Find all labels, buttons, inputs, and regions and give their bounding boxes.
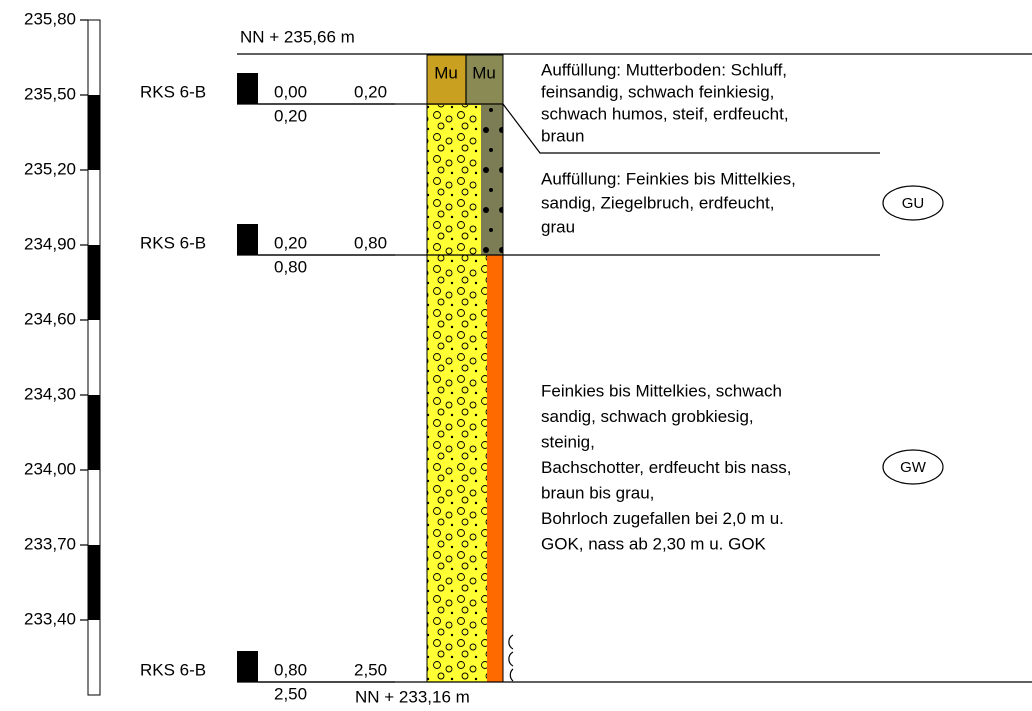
axis-label: 234,60 — [24, 309, 76, 328]
sample-marker — [237, 73, 258, 104]
sample-to: 0,80 — [354, 233, 387, 252]
axis: 235,80 235,50 235,20 234,90 234,60 234,30 234,… — [24, 9, 88, 628]
layer-description: grau — [541, 217, 575, 236]
layer-description: Feinkies bis Mittelkies, schwach — [541, 381, 782, 400]
sample-marker — [237, 651, 258, 682]
bottom-elevation: NN + 233,16 m — [355, 687, 470, 706]
sample-to: 0,20 — [354, 82, 387, 101]
sample-depth: 0,20 — [274, 106, 307, 125]
sample-marker — [237, 224, 258, 255]
sample-to: 2,50 — [354, 660, 387, 679]
layer-description: schwach humos, steif, erdfeucht, — [541, 104, 789, 123]
sample-depth: 2,50 — [274, 684, 307, 703]
samples: RKS 6-B 0,00 0,20 0,20 RKS 6-B 0,20 0,80 0,80 RK… — [140, 73, 395, 703]
sample-from: 0,80 — [274, 660, 307, 679]
water-symbol — [509, 635, 513, 681]
group-label: GU — [902, 195, 925, 212]
sample-name: RKS 6-B — [140, 660, 206, 679]
axis-label: 234,30 — [24, 384, 76, 403]
layer-description: GOK, nass ab 2,30 m u. GOK — [541, 534, 767, 553]
axis-label: 234,00 — [24, 459, 76, 478]
top-elevation: NN + 235,66 m — [240, 27, 355, 46]
layer-description: Auffüllung: Feinkies bis Mittelkies, — [541, 169, 796, 188]
axis-label: 234,90 — [24, 234, 76, 253]
sample-depth: 0,80 — [274, 257, 307, 276]
layer-description: feinsandig, schwach feinkiesig, — [541, 82, 774, 101]
axis-label: 233,70 — [24, 534, 76, 553]
descriptions: Auffüllung: Mutterboden: Schluff, feinsan… — [541, 60, 943, 553]
layer-description: sandig, schwach grobkiesig, — [541, 407, 754, 426]
layer-description: braun — [541, 126, 584, 145]
sample-name: RKS 6-B — [140, 82, 206, 101]
layer-description: braun bis grau, — [541, 483, 654, 502]
axis-label: 235,80 — [24, 9, 76, 28]
soil-symbol: Mu — [434, 63, 458, 82]
sample-name: RKS 6-B — [140, 233, 206, 252]
layer-description: sandig, Ziegelbruch, erdfeucht, — [541, 193, 774, 212]
soil-symbol: Mu — [472, 63, 496, 82]
column — [427, 55, 513, 682]
group-label: GW — [900, 459, 927, 476]
layer-description: Bohrloch zugefallen bei 2,0 m u. — [541, 509, 784, 528]
sample-from: 0,00 — [274, 82, 307, 101]
axis-label: 235,20 — [24, 159, 76, 178]
axis-label: 235,50 — [24, 84, 76, 103]
scale-bar — [88, 20, 100, 695]
layer-description: Bachschotter, erdfeucht bis nass, — [541, 458, 791, 477]
layer-description: Auffüllung: Mutterboden: Schluff, — [541, 60, 787, 79]
sample-from: 0,20 — [274, 233, 307, 252]
axis-label: 233,40 — [24, 609, 76, 628]
borehole-log: 235,80 235,50 235,20 234,90 234,60 234,30 234,… — [0, 0, 1032, 711]
boundaries — [237, 54, 1032, 682]
layer-description: steinig, — [541, 432, 595, 451]
